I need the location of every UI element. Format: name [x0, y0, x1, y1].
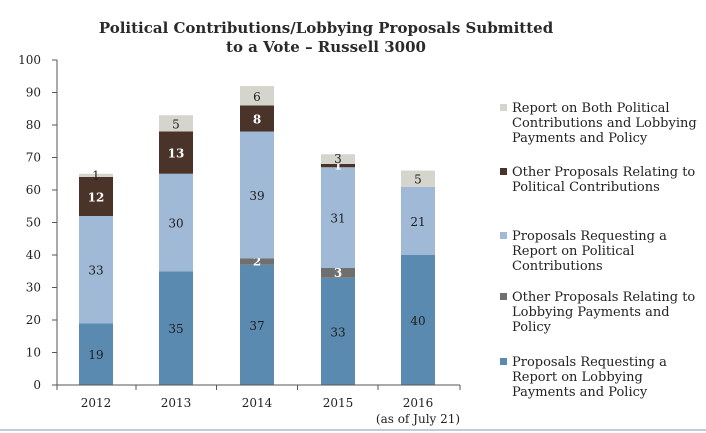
- bar-data-label: 21: [410, 215, 425, 229]
- bar-data-label: 8: [253, 113, 261, 127]
- bar-data-label: 3: [334, 152, 342, 166]
- bar-data-label: 5: [172, 117, 180, 131]
- x-tick-label: 2012: [81, 396, 112, 410]
- bar-segment: [240, 105, 274, 132]
- bar-segment: [159, 115, 193, 132]
- bar-data-label: 1: [334, 159, 342, 173]
- y-tick-label: 60: [26, 183, 41, 197]
- bar-segment: [321, 164, 355, 168]
- bar-data-label: 33: [88, 264, 103, 278]
- y-axis: 0 10 20 30 40 50 60 70 80 90 100: [18, 53, 58, 392]
- bar-data-label: 31: [330, 212, 345, 226]
- x-tick-label: 2013: [161, 396, 192, 410]
- bar-segment: [240, 86, 274, 106]
- legend-entry-text: Report on Both Political: [512, 101, 670, 116]
- legend-entry-text: Payments and Policy: [512, 131, 648, 146]
- legend-swatch: [500, 232, 507, 239]
- bar-segment: [159, 131, 193, 174]
- bar-data-label: 5: [414, 173, 422, 187]
- bar-data-label: 2: [253, 255, 261, 269]
- legend-entry-text: Other Proposals Relating to: [512, 290, 695, 305]
- legend-swatch: [500, 293, 507, 300]
- chart-title: Political Contributions/Lobbying Proposa…: [99, 19, 554, 56]
- bar-segment: [401, 170, 435, 187]
- x-tick-label: 2016: [403, 396, 434, 410]
- legend-entry-text: Proposals Requesting a: [512, 355, 667, 370]
- y-tick-label: 90: [26, 86, 41, 100]
- y-tick-label: 0: [33, 378, 41, 392]
- chart-title-line-2: to a Vote – Russell 3000: [226, 38, 426, 56]
- bar-segment: [240, 264, 274, 385]
- bar-segment: [240, 258, 274, 265]
- bar-segment: [240, 131, 274, 259]
- y-tick-label: 30: [26, 281, 41, 295]
- y-tick-label: 40: [26, 248, 41, 262]
- chart-title-line-1: Political Contributions/Lobbying Proposa…: [99, 19, 554, 37]
- y-tick-label: 100: [18, 53, 41, 67]
- bar-data-label: 3: [334, 266, 342, 280]
- legend-entry-text: Other Proposals Relating to: [512, 165, 695, 180]
- bar-segment: [401, 255, 435, 385]
- x-tick-label: 2015: [323, 396, 354, 410]
- bar-segment: [321, 277, 355, 385]
- bar-segment: [79, 177, 113, 216]
- x-axis: 2012 2013 2014 2015 2016 (as of July 21): [56, 384, 461, 426]
- bar-data-label: 19: [88, 348, 103, 362]
- y-tick-label: 10: [26, 346, 41, 360]
- bar-segment: [79, 323, 113, 385]
- bar-data-label: 35: [168, 322, 183, 336]
- bar-data-label: 30: [168, 217, 183, 231]
- bar-segment: [321, 268, 355, 278]
- bar-segment: [321, 167, 355, 268]
- legend-entry-text: Contributions: [512, 259, 603, 274]
- y-tick-label: 80: [26, 118, 41, 132]
- bar-segment: [79, 173, 113, 177]
- legend-entry-text: Political Contributions: [512, 180, 660, 195]
- bar-segment: [401, 186, 435, 255]
- y-tick-label: 20: [26, 313, 41, 327]
- bar-data-label: 39: [249, 189, 264, 203]
- legend-swatch: [500, 358, 507, 365]
- bar-segment: [159, 173, 193, 272]
- legend-entry-text: Policy: [512, 320, 552, 335]
- legend-entry-text: Payments and Policy: [512, 385, 648, 400]
- bar-segment: [321, 154, 355, 164]
- legend-entry-text: Report on Lobbying: [512, 370, 643, 385]
- bar-data-label: 40: [410, 314, 425, 328]
- bar-data-label: 1: [92, 168, 100, 182]
- x-tick-label: 2014: [242, 396, 273, 410]
- bar-data-label: 12: [88, 191, 105, 205]
- legend-entry-text: Report on Political: [512, 244, 634, 259]
- y-tick-label: 70: [26, 151, 41, 165]
- y-tick-label: 50: [26, 216, 41, 230]
- legend-entry-text: Proposals Requesting a: [512, 229, 667, 244]
- legend-swatch: [500, 104, 507, 111]
- legend-entry-text: Contributions and Lobbying: [512, 116, 697, 131]
- bar-data-label: 6: [253, 90, 261, 104]
- bar-data-label: 13: [168, 147, 185, 161]
- bar-data-label: 37: [249, 319, 264, 333]
- legend-swatch: [500, 168, 507, 175]
- bar-segment: [79, 216, 113, 324]
- bar-data-label: 33: [330, 325, 345, 339]
- legend-entry-text: Lobbying Payments and: [512, 305, 670, 320]
- x-tick-sublabel: (as of July 21): [376, 412, 460, 426]
- bar-segment: [159, 271, 193, 385]
